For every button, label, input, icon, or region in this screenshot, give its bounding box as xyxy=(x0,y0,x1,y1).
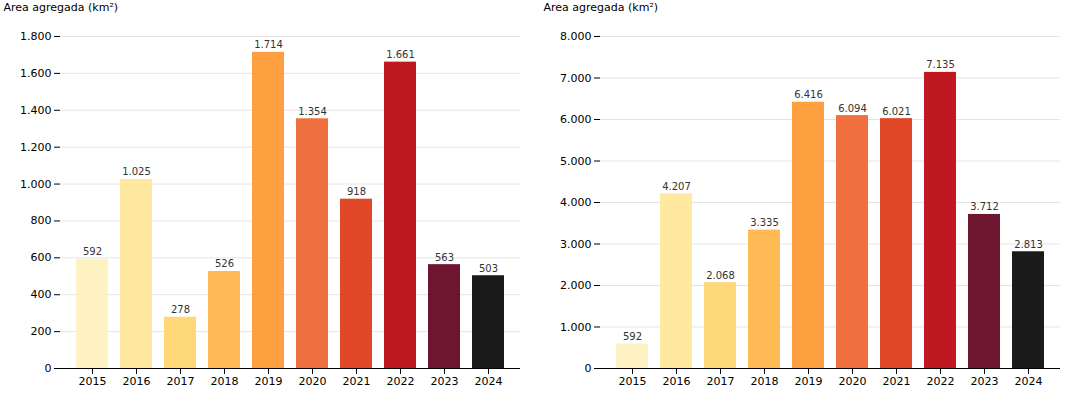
svg-text:2023: 2023 xyxy=(971,375,999,388)
svg-text:0: 0 xyxy=(45,362,52,375)
svg-text:2.068: 2.068 xyxy=(706,270,735,281)
svg-text:4.000: 4.000 xyxy=(560,196,592,209)
svg-text:7.135: 7.135 xyxy=(926,59,955,70)
svg-text:592: 592 xyxy=(83,246,102,257)
svg-text:918: 918 xyxy=(347,186,366,197)
svg-text:1.714: 1.714 xyxy=(254,39,283,50)
svg-text:503: 503 xyxy=(479,263,498,274)
svg-text:6.000: 6.000 xyxy=(560,113,592,126)
svg-text:5.000: 5.000 xyxy=(560,155,592,168)
svg-text:2016: 2016 xyxy=(123,375,151,388)
svg-text:1.000: 1.000 xyxy=(560,321,592,334)
svg-text:600: 600 xyxy=(31,251,52,264)
svg-text:2015: 2015 xyxy=(79,375,107,388)
svg-text:2022: 2022 xyxy=(927,375,955,388)
svg-text:2017: 2017 xyxy=(707,375,735,388)
svg-text:200: 200 xyxy=(31,325,52,338)
svg-text:3.712: 3.712 xyxy=(970,201,999,212)
svg-text:2020: 2020 xyxy=(299,375,327,388)
svg-text:0: 0 xyxy=(585,362,592,375)
svg-text:6.021: 6.021 xyxy=(882,106,911,117)
svg-text:2020: 2020 xyxy=(839,375,867,388)
svg-text:2021: 2021 xyxy=(343,375,371,388)
svg-text:1.200: 1.200 xyxy=(20,141,52,154)
svg-text:2018: 2018 xyxy=(751,375,779,388)
svg-text:2018: 2018 xyxy=(211,375,239,388)
svg-text:2024: 2024 xyxy=(475,375,503,388)
svg-text:563: 563 xyxy=(435,252,454,263)
svg-text:3.335: 3.335 xyxy=(750,217,779,228)
svg-text:3.000: 3.000 xyxy=(560,238,592,251)
svg-text:4.207: 4.207 xyxy=(662,181,691,192)
svg-text:1.354: 1.354 xyxy=(298,106,327,117)
svg-text:2019: 2019 xyxy=(255,375,283,388)
svg-text:1.000: 1.000 xyxy=(20,178,52,191)
svg-text:592: 592 xyxy=(623,331,642,342)
svg-text:2.000: 2.000 xyxy=(560,279,592,292)
svg-text:526: 526 xyxy=(215,258,234,269)
svg-text:1.025: 1.025 xyxy=(122,166,151,177)
svg-text:2022: 2022 xyxy=(387,375,415,388)
svg-text:6.416: 6.416 xyxy=(794,89,823,100)
svg-text:1.800: 1.800 xyxy=(20,30,52,43)
svg-text:1.400: 1.400 xyxy=(20,104,52,117)
svg-text:6.094: 6.094 xyxy=(838,103,867,114)
svg-text:Area agregada (km²): Area agregada (km²) xyxy=(544,1,659,14)
svg-text:7.000: 7.000 xyxy=(560,72,592,85)
svg-text:800: 800 xyxy=(31,214,52,227)
svg-text:1.600: 1.600 xyxy=(20,67,52,80)
svg-text:2015: 2015 xyxy=(619,375,647,388)
svg-text:2019: 2019 xyxy=(795,375,823,388)
svg-text:278: 278 xyxy=(171,304,190,315)
svg-text:2024: 2024 xyxy=(1015,375,1043,388)
svg-text:2021: 2021 xyxy=(883,375,911,388)
svg-text:8.000: 8.000 xyxy=(560,30,592,43)
svg-text:2017: 2017 xyxy=(167,375,195,388)
svg-text:2.813: 2.813 xyxy=(1014,239,1043,250)
svg-text:Area agregada (km²): Area agregada (km²) xyxy=(4,1,119,14)
svg-text:2023: 2023 xyxy=(431,375,459,388)
svg-text:2016: 2016 xyxy=(663,375,691,388)
svg-text:400: 400 xyxy=(31,288,52,301)
svg-text:1.661: 1.661 xyxy=(386,49,415,60)
